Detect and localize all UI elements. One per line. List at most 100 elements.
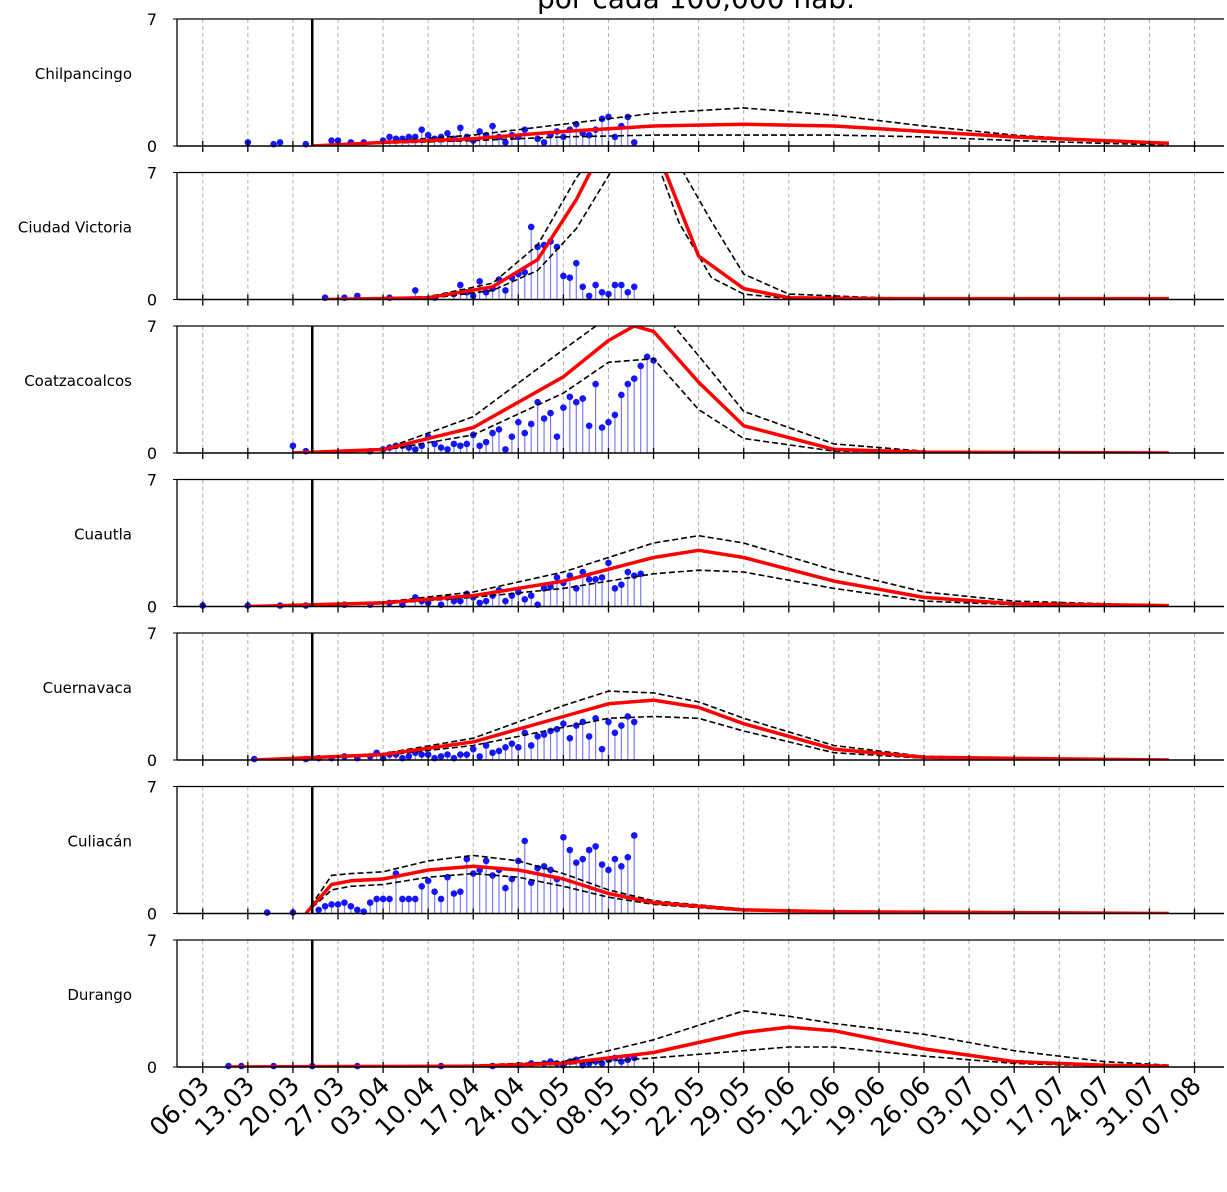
data-point <box>527 592 535 599</box>
chart-title: por cada 100,000 hab. <box>537 0 855 15</box>
data-point <box>489 429 496 437</box>
data-point <box>540 731 548 738</box>
panel-label: Chilpancingo <box>35 65 132 83</box>
data-point <box>592 380 599 388</box>
y-tick-label: 0 <box>147 291 157 310</box>
data-point <box>630 832 638 839</box>
data-point <box>457 281 464 289</box>
data-point <box>405 895 413 903</box>
data-point <box>630 283 638 291</box>
data-point <box>424 751 432 758</box>
y-tick-label: 7 <box>147 931 157 950</box>
data-point <box>489 749 496 757</box>
data-point <box>418 751 426 758</box>
data-point <box>598 861 606 868</box>
lower-bound-line <box>305 872 1169 914</box>
data-point <box>527 742 535 749</box>
model-mean-line <box>247 548 1169 607</box>
data-point <box>521 268 529 276</box>
y-tick-label: 7 <box>147 317 157 336</box>
data-point <box>521 126 529 133</box>
lower-bound-line <box>247 569 1169 607</box>
data-point <box>630 718 638 726</box>
data-point <box>450 890 458 897</box>
model-mean-line <box>312 122 1169 146</box>
data-point <box>585 846 593 854</box>
data-point <box>289 442 297 450</box>
data-point <box>598 288 606 296</box>
y-tick-label: 0 <box>147 905 157 924</box>
data-point <box>521 429 529 437</box>
data-point <box>624 288 632 296</box>
data-point <box>611 729 619 737</box>
data-point <box>502 884 509 892</box>
data-point <box>592 575 599 583</box>
data-point <box>521 837 529 845</box>
data-point <box>579 395 587 402</box>
data-point <box>611 281 619 289</box>
data-point <box>618 391 625 399</box>
data-point <box>637 362 644 370</box>
data-point <box>411 287 419 294</box>
y-tick-label: 0 <box>147 1058 157 1077</box>
data-point <box>605 718 612 726</box>
data-point <box>572 259 580 267</box>
data-point <box>527 420 535 428</box>
data-point <box>457 124 464 132</box>
data-point <box>579 283 587 291</box>
data-point <box>424 877 432 885</box>
data-point <box>444 751 451 758</box>
data-point <box>476 128 483 135</box>
data-point <box>566 734 574 742</box>
data-point <box>424 131 432 139</box>
data-point <box>482 438 490 446</box>
data-point <box>618 581 625 589</box>
data-point <box>585 733 593 740</box>
data-point <box>341 899 348 906</box>
upper-bound-line <box>325 172 1169 300</box>
data-point <box>605 290 612 298</box>
panel-label: Durango <box>67 986 132 1004</box>
upper-bound-line <box>254 690 1169 760</box>
panel-label: Coatzacoalcos <box>24 372 132 390</box>
y-tick-label: 7 <box>147 778 157 797</box>
data-point <box>572 859 580 866</box>
data-point <box>476 278 483 285</box>
data-point <box>437 444 445 451</box>
data-point <box>263 909 271 916</box>
data-point <box>560 720 567 728</box>
data-point <box>624 853 632 861</box>
data-point <box>560 834 567 841</box>
data-point <box>624 380 632 388</box>
panel-label: Ciudad Victoria <box>18 219 132 237</box>
data-point <box>476 599 483 607</box>
data-point <box>547 866 554 874</box>
data-point <box>405 133 413 141</box>
lower-bound-line <box>228 1046 1169 1067</box>
y-tick-label: 0 <box>147 137 157 156</box>
upper-bound-line <box>228 1009 1169 1067</box>
y-tick-label: 7 <box>147 624 157 643</box>
upper-bound-line <box>247 534 1169 607</box>
data-point <box>553 433 561 440</box>
data-point <box>469 870 477 877</box>
panel-label: Cuernavaca <box>43 679 132 697</box>
data-point <box>444 130 451 137</box>
data-point <box>373 895 380 903</box>
data-point <box>540 139 548 146</box>
data-point <box>605 418 612 426</box>
model-mean-line <box>292 326 1169 453</box>
data-point <box>515 418 522 426</box>
model-mean-line <box>228 1025 1169 1067</box>
data-point <box>630 375 638 382</box>
y-tick-label: 7 <box>147 10 157 29</box>
data-point <box>618 863 625 870</box>
data-point <box>482 857 490 865</box>
upper-bound-line <box>292 326 1169 453</box>
data-point <box>457 888 464 896</box>
data-point <box>618 1058 625 1065</box>
data-point <box>502 744 509 751</box>
data-point <box>611 133 619 141</box>
data-point <box>579 855 587 863</box>
